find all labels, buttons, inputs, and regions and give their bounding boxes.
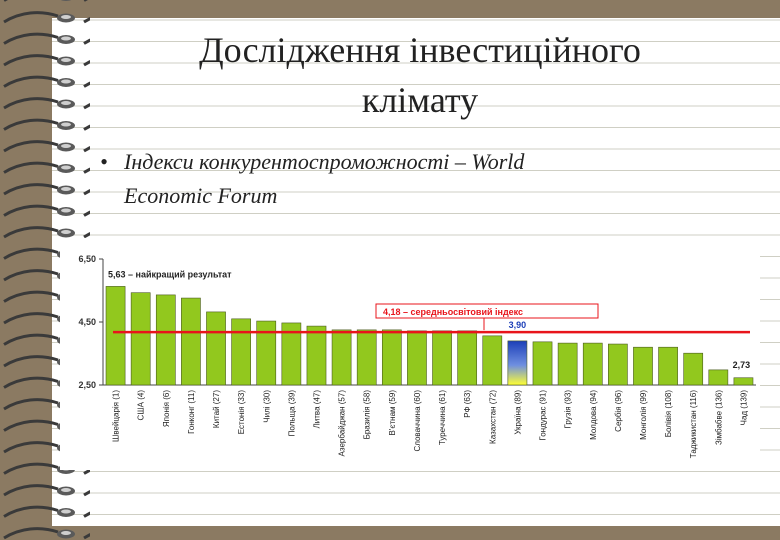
annotation-box [375, 303, 599, 319]
bar [532, 341, 553, 386]
bar [356, 329, 377, 386]
bar [181, 297, 201, 386]
x-tick-label: Зімбабве (136) [714, 390, 723, 445]
bullet-line1: Індекси конкурентоспроможності – World [123, 149, 525, 174]
annotation: 4,18 – середньосвітовий індекс [383, 307, 523, 317]
x-tick-label: Бразилія (58) [363, 390, 372, 440]
bar [381, 329, 402, 386]
y-tick-label: 6,50 [78, 254, 96, 264]
bar [256, 320, 277, 386]
y-tick-label: 4,50 [78, 317, 96, 327]
x-tick-label: Гондурас (91) [539, 390, 548, 441]
x-tick-label: Польща (39) [287, 390, 296, 437]
bar [155, 294, 176, 386]
x-tick-label: Гонконг (11) [187, 390, 196, 434]
x-tick-label: Сербія (96) [614, 390, 623, 432]
x-tick-label: Таджикистан (116) [689, 390, 698, 459]
bar [633, 346, 653, 386]
x-tick-label: Литва (47) [312, 390, 321, 429]
x-tick-label: Чад (139) [739, 390, 748, 426]
x-tick-label: Грузія (93) [564, 390, 573, 429]
x-tick-label: Японія (6) [162, 390, 171, 427]
bar [432, 330, 452, 386]
x-tick-label: Чилі (30) [262, 390, 271, 423]
annotation: 3,90 [509, 320, 527, 330]
x-tick-label: Україна (89) [513, 390, 522, 435]
bullet-line2: Economic Forum [123, 183, 277, 208]
y-tick-label: 2,50 [78, 380, 96, 390]
bar [658, 346, 678, 386]
bar [507, 340, 528, 386]
x-tick-label: РФ (63) [463, 390, 472, 418]
bar [557, 342, 578, 386]
bullet-dot: • [100, 149, 108, 174]
bar [206, 311, 226, 386]
annotation: 2,73 [733, 360, 751, 370]
x-tick-label: Казахстан (72) [488, 390, 497, 444]
x-tick-label: Азербайджан (57) [338, 390, 347, 457]
x-tick-label: Швейцарія (1) [112, 390, 121, 442]
bar [306, 325, 327, 386]
slide-title-line1: Дослідження інвестиційного [199, 30, 641, 70]
bar [130, 292, 151, 386]
x-tick-label: Молдова (94) [589, 390, 598, 440]
x-tick-label: Болівія (108) [664, 390, 673, 438]
chart: 2,50 4,50 6,50 Швейцарія (1) США (4) Японія (… [60, 238, 760, 470]
x-tick-label: Монголія (99) [639, 390, 648, 440]
bar [407, 330, 427, 386]
slide-title-line2: клімату [362, 80, 478, 120]
annotation: 5,63 – найкращий результат [108, 269, 232, 279]
bar [608, 343, 628, 386]
x-tick-label: Естонія (33) [237, 390, 246, 435]
bar [331, 329, 352, 386]
x-tick-label: Китай (27) [212, 390, 221, 428]
bar [105, 286, 126, 386]
x-tick-label: Словаччина (60) [413, 390, 422, 452]
bar [708, 369, 729, 386]
bar [482, 335, 503, 386]
bar [733, 377, 754, 386]
bar [231, 318, 251, 386]
bar [457, 330, 478, 386]
x-tick-label: Туреччина (61) [438, 390, 447, 445]
bar [281, 322, 302, 386]
bar [582, 342, 603, 386]
x-tick-label: В'єтнам (59) [388, 390, 397, 436]
bar [683, 352, 704, 386]
x-tick-label: США (4) [137, 390, 146, 421]
